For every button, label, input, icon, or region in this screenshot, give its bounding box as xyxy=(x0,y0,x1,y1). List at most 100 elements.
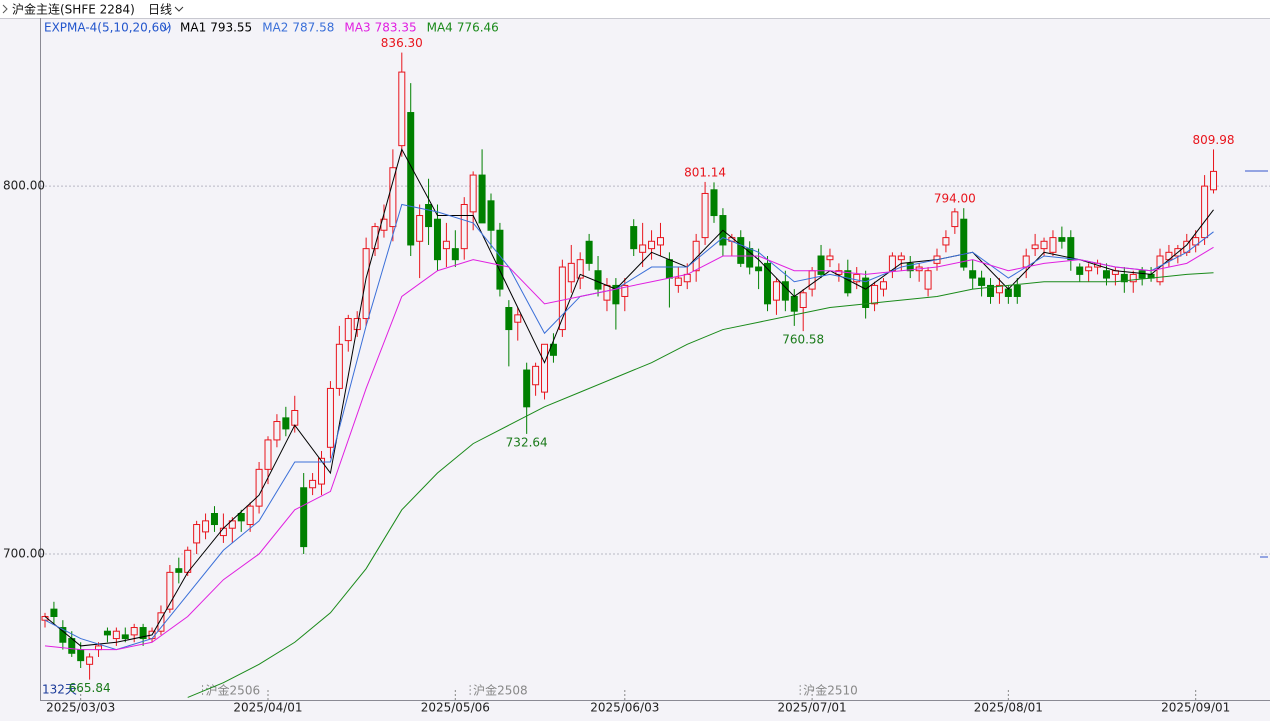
candle-body xyxy=(371,226,379,250)
candle-body xyxy=(737,237,745,264)
x-tick-label: 2025/05/06 xyxy=(421,701,490,715)
legend-name: MA4 xyxy=(427,21,453,35)
candle-body xyxy=(407,112,415,246)
candle-body xyxy=(210,512,218,526)
candle-body xyxy=(576,259,584,279)
candle-body xyxy=(826,255,834,261)
candle-body xyxy=(318,457,326,485)
period-chevron[interactable] xyxy=(174,6,184,12)
title[interactable]: 沪金主连(SHFE 2284) xyxy=(12,2,135,17)
candle-body xyxy=(558,266,566,331)
candle-body xyxy=(746,248,754,268)
x-tick-label: 2025/08/01 xyxy=(974,701,1043,715)
candle-body xyxy=(1058,237,1066,242)
candle-body xyxy=(585,240,593,264)
candle-body xyxy=(630,226,638,250)
candle-body xyxy=(879,281,887,290)
candle-body xyxy=(987,284,995,297)
y-tick-label: 700.00 xyxy=(3,546,45,560)
candle-body xyxy=(1201,185,1209,239)
indicator-chevron[interactable] xyxy=(161,24,171,31)
candle-body xyxy=(835,270,843,275)
legend-value: 787.58 xyxy=(292,21,334,35)
candle-body xyxy=(790,295,798,312)
candle-body xyxy=(1004,288,1012,297)
candle-body xyxy=(496,229,504,290)
candle-body xyxy=(237,512,245,522)
candle-body xyxy=(1138,270,1146,279)
candle-body xyxy=(656,237,664,246)
candle-body xyxy=(389,167,397,228)
period[interactable]: 日线 xyxy=(148,3,172,17)
candle-body xyxy=(897,255,905,261)
candle-body xyxy=(514,314,522,323)
candle-body xyxy=(103,630,111,636)
candle-body xyxy=(77,649,85,662)
candle-body xyxy=(532,365,540,386)
candle-body xyxy=(433,218,441,261)
candle-body xyxy=(505,307,513,331)
candle-body xyxy=(692,240,700,272)
candle-body xyxy=(549,343,557,356)
candle-body xyxy=(960,218,968,268)
candle-body xyxy=(844,270,852,294)
candle-body xyxy=(969,270,977,279)
indicator-name[interactable]: EXPMA-4(5,10,20,60) xyxy=(44,21,172,35)
candle-body xyxy=(701,192,709,239)
legend-name: MA3 xyxy=(344,21,370,35)
x-tick-label: 2025/07/01 xyxy=(778,701,847,715)
contract-label: 沪金2506 xyxy=(206,683,261,698)
candle-body xyxy=(710,189,718,217)
candle-body xyxy=(862,277,870,309)
candle-body xyxy=(442,240,450,250)
candle-body xyxy=(335,343,343,389)
candle-body xyxy=(665,259,673,279)
candle-body xyxy=(460,204,468,250)
candle-body xyxy=(942,237,950,246)
candle-body xyxy=(362,248,370,320)
candle-body xyxy=(86,656,94,665)
candle-body xyxy=(416,215,424,242)
candle-body xyxy=(995,284,1003,294)
price-annotation: 665.84 xyxy=(69,681,111,695)
candle-body xyxy=(683,273,691,283)
x-tick-label: 2025/04/01 xyxy=(233,701,302,715)
candle-body xyxy=(478,174,486,224)
header-icon xyxy=(2,4,8,14)
price-annotation: 801.14 xyxy=(684,165,726,179)
ma-line xyxy=(44,246,1214,651)
candle-body xyxy=(139,627,147,640)
candle-body xyxy=(130,627,138,636)
candle-body xyxy=(50,608,58,617)
candle-body xyxy=(121,634,129,640)
candle-body xyxy=(853,273,861,283)
candle-body xyxy=(1013,284,1021,297)
candle-body xyxy=(425,204,433,228)
candle-body xyxy=(193,524,201,544)
candle-body xyxy=(175,568,183,573)
x-tick-label: 2025/03/03 xyxy=(46,701,115,715)
legend-name: MA2 xyxy=(262,21,288,35)
candle-body xyxy=(799,292,807,309)
price-annotation: 836.30 xyxy=(381,36,423,50)
candle-body xyxy=(202,520,210,533)
candle-body xyxy=(1129,273,1137,283)
candle-body xyxy=(300,487,308,548)
candle-body xyxy=(674,277,682,286)
x-tick-label: 2025/09/01 xyxy=(1161,701,1230,715)
x-tick-label: 2025/06/03 xyxy=(590,701,659,715)
candle-body xyxy=(755,266,763,272)
candle-body xyxy=(309,479,317,489)
candle-body xyxy=(487,200,495,231)
candle-body xyxy=(1049,237,1057,253)
legend-value: 793.55 xyxy=(210,21,252,35)
contract-label: 沪金2508 xyxy=(473,683,528,698)
candle-body xyxy=(157,612,165,632)
candle-body xyxy=(906,262,914,272)
candle-body xyxy=(246,505,254,526)
candle-body xyxy=(344,318,352,342)
price-annotation: 732.64 xyxy=(506,435,548,449)
candle-body xyxy=(264,439,272,470)
candle-body xyxy=(326,387,334,448)
